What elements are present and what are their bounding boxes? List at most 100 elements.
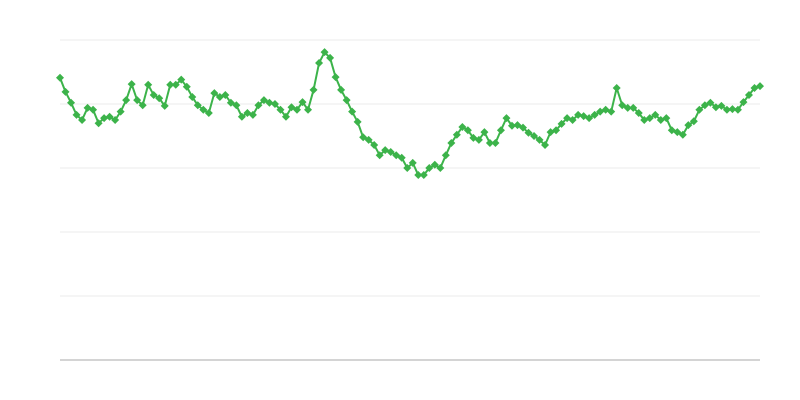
marker: [105, 112, 114, 121]
marker: [177, 75, 186, 84]
marker: [248, 110, 257, 119]
marker: [221, 91, 230, 100]
marker: [331, 73, 340, 82]
marker: [315, 59, 324, 68]
marker: [706, 98, 715, 107]
marker: [502, 114, 511, 123]
marker: [414, 171, 423, 180]
marker: [403, 164, 412, 172]
marker: [100, 114, 109, 123]
marker: [359, 133, 368, 142]
marker: [607, 107, 616, 116]
marker: [458, 123, 467, 132]
marker: [634, 108, 643, 117]
marker: [557, 119, 566, 128]
marker: [678, 130, 687, 139]
marker: [166, 80, 175, 89]
marker: [496, 126, 505, 135]
marker: [568, 116, 577, 124]
marker: [259, 96, 268, 105]
marker: [441, 151, 450, 160]
marker: [662, 114, 671, 123]
marker: [281, 112, 290, 121]
marker: [89, 105, 98, 114]
marker: [188, 92, 197, 101]
marker: [518, 123, 527, 132]
marker: [348, 107, 357, 116]
marker: [524, 128, 533, 137]
marker: [287, 103, 296, 112]
marker: [574, 110, 583, 119]
marker: [447, 139, 456, 148]
marker: [485, 139, 494, 148]
marker: [122, 96, 131, 105]
marker: [717, 101, 726, 110]
marker: [739, 98, 748, 107]
marker: [56, 73, 64, 82]
marker: [474, 135, 483, 144]
marker: [618, 101, 627, 110]
marker: [689, 117, 698, 126]
marker: [651, 110, 660, 119]
marker: [265, 98, 274, 107]
marker: [232, 101, 241, 110]
marker: [728, 105, 737, 114]
marker: [386, 148, 395, 156]
marker: [309, 85, 318, 94]
marker: [645, 114, 654, 123]
marker: [254, 101, 263, 110]
marker: [270, 100, 279, 108]
marker: [72, 110, 81, 119]
marker: [463, 126, 472, 135]
marker: [585, 114, 594, 123]
marker: [111, 116, 120, 124]
marker: [237, 112, 246, 121]
marker: [375, 151, 384, 160]
marker: [61, 87, 70, 96]
marker: [425, 164, 434, 172]
marker: [116, 107, 125, 116]
marker: [155, 94, 164, 103]
marker: [353, 117, 362, 126]
marker: [541, 140, 550, 149]
marker: [182, 82, 191, 91]
marker: [78, 116, 87, 124]
marker: [127, 80, 136, 89]
marker: [419, 171, 428, 180]
marker: [629, 103, 638, 112]
marker: [756, 82, 764, 91]
marker: [722, 105, 731, 114]
marker: [552, 126, 561, 135]
marker: [342, 96, 351, 105]
marker: [711, 103, 720, 112]
marker: [94, 119, 103, 128]
marker: [276, 105, 285, 114]
marker: [160, 101, 169, 110]
marker: [590, 110, 599, 119]
marker: [733, 105, 742, 114]
marker: [700, 101, 709, 110]
marker: [612, 84, 621, 92]
marker: [392, 151, 401, 160]
marker: [320, 48, 329, 57]
marker: [684, 121, 693, 130]
marker: [171, 80, 180, 89]
marker: [673, 128, 682, 137]
marker: [370, 140, 379, 149]
marker: [530, 132, 539, 140]
marker: [695, 105, 704, 114]
marker: [397, 153, 406, 162]
marker: [408, 158, 417, 167]
marker: [364, 135, 373, 144]
marker: [535, 135, 544, 144]
marker: [210, 89, 219, 98]
marker: [326, 53, 335, 62]
marker: [204, 108, 213, 117]
marker: [193, 101, 202, 110]
marker: [623, 103, 632, 112]
marker: [452, 130, 461, 139]
marker: [226, 98, 235, 107]
marker: [513, 121, 522, 130]
